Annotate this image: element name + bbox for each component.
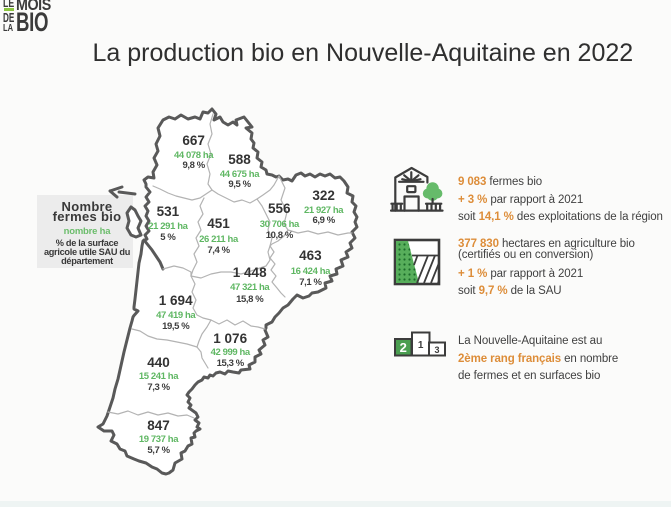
svg-text:1: 1 [418, 340, 424, 351]
svg-text:2: 2 [400, 340, 407, 355]
svg-text:3: 3 [434, 345, 439, 355]
